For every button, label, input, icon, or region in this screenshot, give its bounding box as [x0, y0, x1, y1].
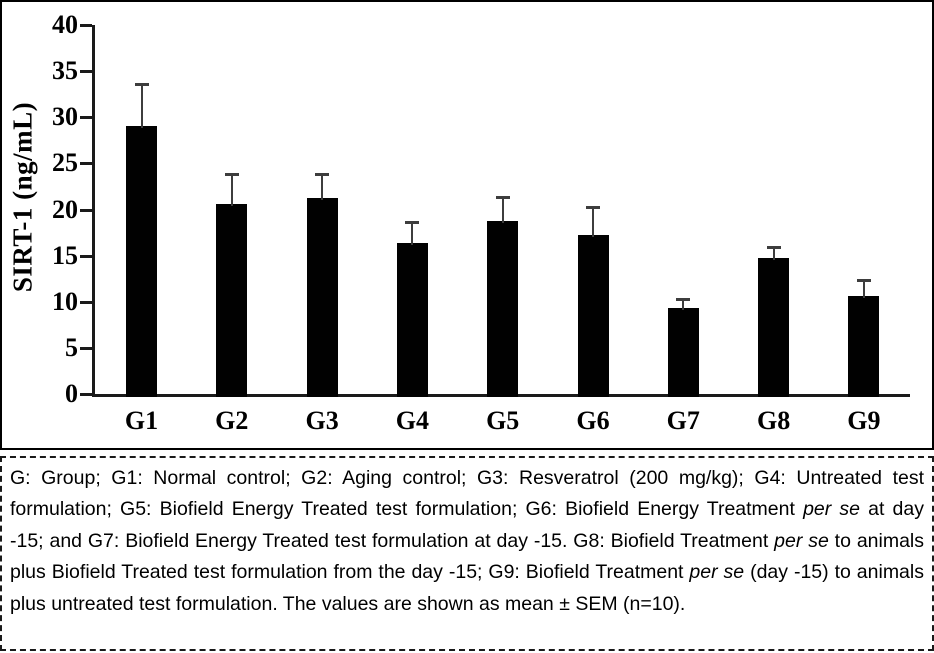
caption-segment: at day -15; and G7: Biofield Energy Trea…: [10, 498, 924, 552]
y-axis-tick-label: 35: [52, 56, 78, 86]
y-axis-tick: [80, 162, 92, 166]
caption-segment: G: Group; G1: Normal control; G2: Aging …: [10, 467, 924, 521]
error-bar-g5: [501, 196, 504, 224]
error-bar-g8: [772, 247, 775, 261]
error-cap-g9: [856, 278, 871, 282]
error-cap-g8: [766, 246, 781, 250]
y-axis-line: [92, 25, 95, 397]
y-axis-tick: [80, 393, 92, 396]
y-axis-tick: [80, 116, 92, 120]
error-bar-g3: [321, 174, 324, 201]
bar-g5: [487, 221, 519, 397]
x-axis-label-g7: G7: [666, 406, 700, 435]
x-axis-label-g2: G2: [215, 406, 249, 435]
y-axis-tick-label: 0: [65, 379, 78, 408]
caption-italic-segment: per se: [689, 561, 745, 584]
error-cap-g5: [495, 195, 510, 199]
bar-g6: [577, 235, 609, 397]
error-cap-g3: [315, 173, 330, 177]
x-axis-label-g8: G8: [756, 406, 791, 435]
x-axis-label-g4: G4: [395, 406, 429, 435]
y-axis-tick: [80, 300, 92, 304]
x-axis-label-g1: G1: [124, 406, 159, 435]
y-axis-tick: [80, 346, 92, 350]
error-cap-g2: [224, 172, 239, 176]
bar-g4: [396, 242, 428, 397]
error-bar-g2: [230, 173, 233, 206]
bar-g2: [216, 203, 248, 397]
caption-segment: to animals plus Biofield Treated test fo…: [10, 529, 925, 584]
y-axis-tick: [80, 24, 92, 27]
caption-italic-segment: per se: [803, 498, 860, 521]
figure-caption-text: G: Group; G1: Normal control; G2: Aging …: [10, 463, 924, 620]
y-axis-tick: [80, 208, 92, 212]
y-axis-tick-label: 15: [52, 240, 78, 270]
x-axis-label-g6: G6: [576, 406, 610, 435]
bar-g9: [848, 296, 880, 397]
plot-area: 0 5 10 15 20 25 30 35 40 G1 G2 G3 G4 G5 G6 G7 G8 G9: [2, 2, 932, 448]
bar-g3: [306, 198, 338, 397]
y-axis-tick-label: 20: [52, 194, 78, 224]
bar-g7: [667, 308, 699, 397]
y-axis-tick-label: 40: [52, 10, 78, 39]
y-axis-tick-label: 5: [65, 332, 78, 362]
error-bar-g1: [140, 84, 143, 128]
bar-g1: [126, 125, 157, 397]
error-cap-g4: [405, 221, 420, 225]
error-bar-g7: [682, 298, 685, 311]
caption-segment: (day -15) to animals plus untreated test…: [10, 561, 924, 615]
error-bar-g4: [411, 222, 414, 245]
y-axis-tick-label: 30: [52, 102, 78, 132]
x-axis-label-g3: G3: [305, 406, 339, 435]
y-axis-tick-label: 10: [52, 286, 78, 316]
y-axis-tick: [80, 254, 92, 258]
x-axis-label-g9: G9: [847, 406, 881, 435]
y-axis-tick: [80, 70, 92, 74]
error-cap-g1: [134, 83, 149, 87]
error-cap-g7: [676, 297, 691, 301]
caption-panel: G: Group; G1: Normal control; G2: Aging …: [0, 456, 934, 651]
y-axis-tick-label: 25: [52, 148, 78, 178]
chart-panel: SIRT-1 (ng/mL) 0 5 10 15 20 25 30 35 40 G1 G2 G3 G4 G…: [0, 0, 934, 450]
error-bar-g9: [862, 279, 865, 299]
x-axis-label-g5: G5: [486, 406, 520, 435]
caption-italic-segment: per se: [774, 529, 829, 552]
bar-g8: [758, 258, 790, 397]
error-bar-g6: [592, 206, 594, 238]
error-cap-g6: [586, 205, 600, 209]
